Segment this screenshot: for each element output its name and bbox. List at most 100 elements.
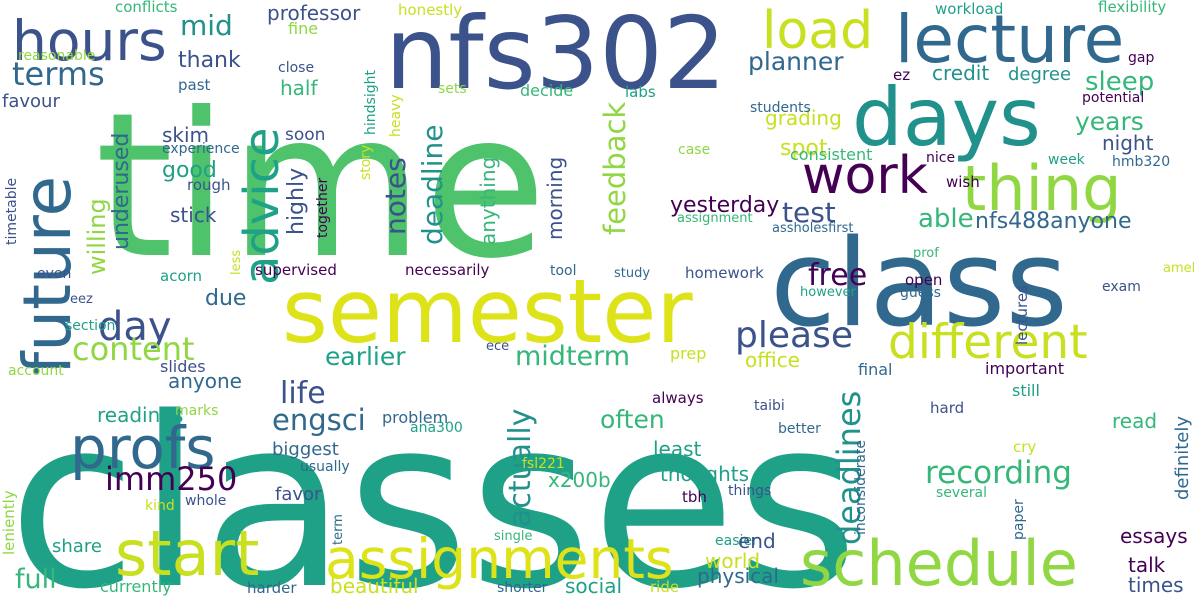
cloud-word-professor: professor [267,1,361,25]
cloud-word-classes: classes [8,368,858,600]
cloud-word-skim: skim [162,123,209,147]
cloud-word-shorter: shorter [497,580,548,596]
cloud-word-night: night [1102,131,1154,155]
cloud-word-taibi: taibi [754,398,785,414]
cloud-word-life: life [280,376,326,411]
cloud-word-acorn: acorn [160,267,202,285]
cloud-word-actually: actually [503,409,538,527]
cloud-word-labs: labs [625,83,656,101]
cloud-word-feedback: feedback [598,102,632,235]
cloud-word-prof: prof [913,246,939,261]
cloud-word-imm250: imm250 [105,460,237,498]
cloud-word-flexibility: flexibility [1098,0,1166,16]
cloud-word-full: full [15,564,57,595]
cloud-word-guess: guess [900,285,941,301]
cloud-word-open: open [905,271,942,289]
cloud-word-fine: fine [288,19,318,38]
cloud-word-willing: willing [83,198,111,275]
cloud-word-sleep: sleep [1085,67,1154,97]
cloud-word-midterm: midterm [515,341,630,372]
cloud-word-soon: soon [285,125,325,145]
cloud-word-content: content [72,330,195,368]
cloud-word-necessarily: necessarily [405,261,490,279]
cloud-word-talk: talk [1128,553,1166,577]
cloud-word-world: world [705,549,760,573]
cloud-word-wish: wish [946,173,980,191]
cloud-word-always: always [652,389,704,407]
cloud-word-credit: credit [932,61,989,85]
cloud-word-together: together [315,177,331,238]
cloud-word-good: good [162,158,217,183]
cloud-word-days: days [852,71,1041,164]
cloud-word-please: please [735,315,853,356]
cloud-word-prep: prep [670,344,706,363]
cloud-word-students: students [750,100,811,116]
cloud-word-kind: kind [145,498,175,514]
cloud-word-easier: easier [715,533,758,549]
cloud-word-hmb320: hmb320 [1112,154,1170,170]
cloud-word-term: term [331,514,346,545]
cloud-word-anything: anything [476,157,500,245]
cloud-word-ez: ez [893,66,910,84]
cloud-word-consistent: consistent [790,145,872,164]
cloud-word-mid: mid [180,9,233,42]
cloud-word-workload: workload [935,0,1003,18]
cloud-word-supervised: supervised [255,261,337,279]
cloud-word-important: important [985,359,1064,378]
cloud-word-conflicts: conflicts [115,0,178,16]
cloud-word-advice: advice [234,127,290,285]
cloud-word-yesterday: yesterday [670,193,779,218]
cloud-word-case: case [678,142,710,158]
cloud-word-planner: planner [748,47,844,76]
cloud-word-decide: decide [520,81,573,100]
cloud-word-ana300: ana300 [410,420,463,436]
cloud-word-still: still [1012,381,1040,400]
cloud-word-load: load [762,1,873,61]
cloud-word-time: time [95,70,547,303]
cloud-word-close: close [278,60,314,76]
cloud-word-final: final [858,360,892,379]
cloud-word-amel: amel [1163,261,1195,276]
cloud-word-ece: ece [486,339,509,354]
cloud-word-nfs302: nfs302 [385,0,727,112]
cloud-word-account: account [8,363,64,379]
cloud-word-cry: cry [1013,438,1036,456]
cloud-word-less: less [229,250,244,275]
cloud-word-thoughts: thoughts [660,462,749,486]
cloud-word-social: social [565,574,622,598]
cloud-word-reasonable: reasonable [18,48,95,64]
cloud-word-problem: problem [382,408,448,427]
cloud-word-work: work [802,146,928,206]
cloud-word-physical: physical [697,564,779,588]
cloud-word-anyone: anyone [168,369,242,393]
cloud-word-definitely: definitely [1172,416,1193,500]
cloud-word-whole: whole [185,493,226,509]
cloud-word-study: study [614,266,650,281]
cloud-word-beautiful: beautiful [330,574,419,598]
cloud-word-timetable: timetable [4,178,20,245]
cloud-word-biggest: biggest [272,439,339,460]
cloud-word-tool: tool [550,263,577,279]
cloud-word-deadlines: deadlines [830,391,868,545]
cloud-word-share: share [52,536,102,557]
cloud-word-harder: harder [247,579,297,597]
cloud-word-half: half [280,76,318,100]
cloud-word-notes: notes [379,157,412,235]
cloud-word-deadline: deadline [416,125,449,245]
cloud-word-even: even [37,266,71,282]
cloud-word-least: least [653,437,702,461]
cloud-word-often: often [600,405,665,434]
cloud-word-experience: experience [162,141,240,157]
cloud-word-honestly: honestly [398,1,462,19]
cloud-word-essays: essays [1120,524,1188,548]
cloud-word-grading: grading [765,106,842,130]
cloud-word-due: due [205,286,246,311]
cloud-word-ride: ride [650,578,679,596]
cloud-word-several: several [936,485,987,501]
cloud-word-readings: readings [97,403,183,427]
cloud-word-gap: gap [1128,50,1154,66]
cloud-word-future: future [9,176,86,375]
cloud-word-read: read [1112,409,1157,433]
cloud-word-profs: profs [70,414,216,482]
